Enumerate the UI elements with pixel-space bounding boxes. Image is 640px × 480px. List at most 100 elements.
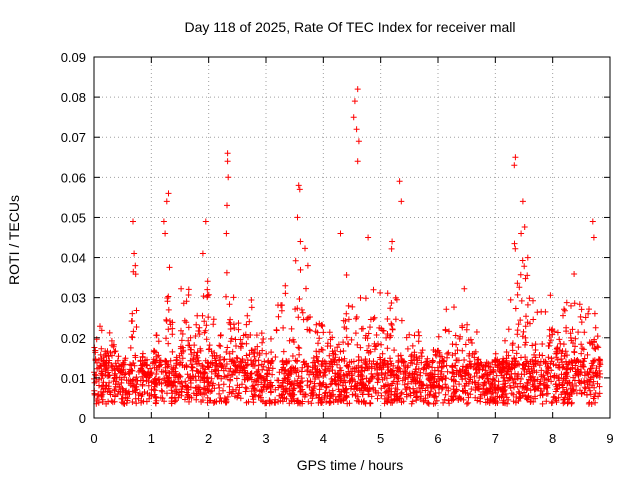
data-point bbox=[379, 327, 386, 334]
data-point bbox=[256, 372, 263, 379]
y-axis-label: ROTI / TECUs bbox=[6, 195, 22, 285]
data-point bbox=[203, 322, 210, 329]
data-point bbox=[505, 368, 511, 375]
data-point bbox=[522, 334, 529, 341]
data-point bbox=[556, 336, 563, 343]
data-point bbox=[548, 378, 555, 385]
data-point bbox=[442, 391, 449, 398]
data-point bbox=[326, 329, 333, 336]
data-point bbox=[316, 386, 323, 393]
data-point bbox=[378, 341, 385, 348]
data-point bbox=[249, 383, 256, 390]
data-point bbox=[316, 380, 323, 387]
data-point bbox=[501, 383, 508, 390]
data-point bbox=[129, 334, 136, 341]
data-point bbox=[390, 397, 397, 404]
data-point bbox=[214, 373, 221, 380]
data-point bbox=[505, 326, 512, 333]
data-point bbox=[304, 367, 311, 373]
data-point bbox=[263, 350, 270, 357]
data-point bbox=[224, 202, 230, 209]
data-point bbox=[398, 198, 405, 205]
data-point bbox=[461, 357, 468, 363]
data-point bbox=[216, 390, 223, 397]
data-point bbox=[259, 347, 266, 354]
data-point bbox=[570, 386, 577, 393]
data-point bbox=[551, 393, 558, 400]
data-point bbox=[284, 380, 291, 387]
data-point bbox=[572, 335, 579, 342]
data-point bbox=[130, 268, 137, 275]
data-point bbox=[303, 285, 309, 292]
data-point bbox=[388, 322, 395, 328]
data-point bbox=[120, 386, 127, 393]
data-point bbox=[531, 386, 538, 393]
data-point bbox=[589, 218, 596, 225]
data-point bbox=[444, 368, 451, 375]
data-point bbox=[260, 336, 267, 342]
data-point bbox=[154, 353, 160, 360]
data-point bbox=[389, 326, 396, 333]
data-point bbox=[559, 381, 566, 388]
data-point bbox=[354, 341, 361, 348]
data-point bbox=[226, 389, 233, 396]
data-point bbox=[283, 395, 290, 402]
data-point bbox=[248, 304, 255, 311]
data-point bbox=[323, 398, 330, 405]
data-point bbox=[514, 280, 521, 287]
data-point bbox=[375, 389, 382, 396]
data-point bbox=[451, 390, 458, 397]
data-point bbox=[384, 361, 391, 368]
data-point bbox=[200, 371, 207, 377]
data-point bbox=[236, 384, 243, 391]
data-point bbox=[211, 349, 218, 356]
data-point bbox=[91, 391, 98, 398]
data-point bbox=[299, 309, 306, 316]
data-point bbox=[307, 327, 313, 334]
data-point bbox=[528, 365, 535, 372]
data-point bbox=[597, 357, 604, 364]
data-point bbox=[494, 362, 501, 369]
data-point bbox=[569, 326, 576, 333]
data-point bbox=[299, 386, 306, 393]
data-point bbox=[456, 381, 463, 388]
data-point bbox=[450, 377, 457, 383]
data-point bbox=[163, 335, 169, 342]
data-point bbox=[513, 394, 520, 400]
data-point bbox=[163, 372, 170, 379]
data-point bbox=[206, 342, 213, 349]
data-point bbox=[139, 361, 146, 368]
data-point bbox=[508, 365, 515, 372]
data-point bbox=[110, 341, 117, 348]
data-point bbox=[242, 370, 249, 377]
data-point bbox=[488, 369, 495, 376]
data-point bbox=[592, 371, 599, 377]
data-point bbox=[237, 395, 244, 402]
data-point bbox=[295, 182, 302, 189]
data-point bbox=[546, 333, 553, 339]
data-point bbox=[344, 400, 351, 407]
data-point bbox=[320, 329, 327, 336]
data-point bbox=[306, 384, 313, 390]
data-point bbox=[326, 389, 333, 396]
data-point bbox=[565, 361, 572, 368]
data-point bbox=[296, 186, 303, 193]
data-point bbox=[155, 376, 162, 383]
data-point bbox=[590, 395, 597, 402]
data-point bbox=[301, 393, 308, 400]
data-point bbox=[259, 339, 266, 346]
data-point bbox=[168, 378, 175, 385]
data-point bbox=[195, 384, 202, 391]
data-point bbox=[427, 388, 434, 395]
data-point bbox=[482, 388, 489, 395]
data-point bbox=[235, 326, 242, 333]
data-point bbox=[215, 372, 222, 379]
data-point bbox=[283, 387, 290, 394]
data-point bbox=[524, 358, 531, 365]
data-point bbox=[133, 374, 140, 381]
data-point bbox=[391, 347, 398, 354]
data-point bbox=[388, 245, 395, 252]
data-point bbox=[503, 394, 510, 401]
data-point bbox=[492, 356, 499, 363]
data-point bbox=[132, 354, 139, 361]
